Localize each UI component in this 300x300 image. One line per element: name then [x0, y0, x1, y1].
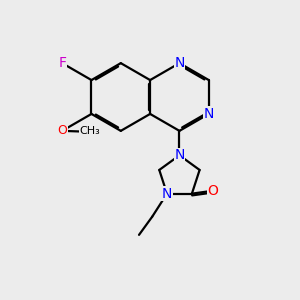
Text: N: N [162, 187, 172, 201]
Text: O: O [208, 184, 218, 198]
Text: CH₃: CH₃ [79, 126, 100, 136]
Text: F: F [58, 56, 66, 70]
Text: N: N [204, 107, 214, 121]
Text: O: O [57, 124, 67, 137]
Text: N: N [174, 56, 184, 70]
Text: N: N [174, 148, 184, 162]
